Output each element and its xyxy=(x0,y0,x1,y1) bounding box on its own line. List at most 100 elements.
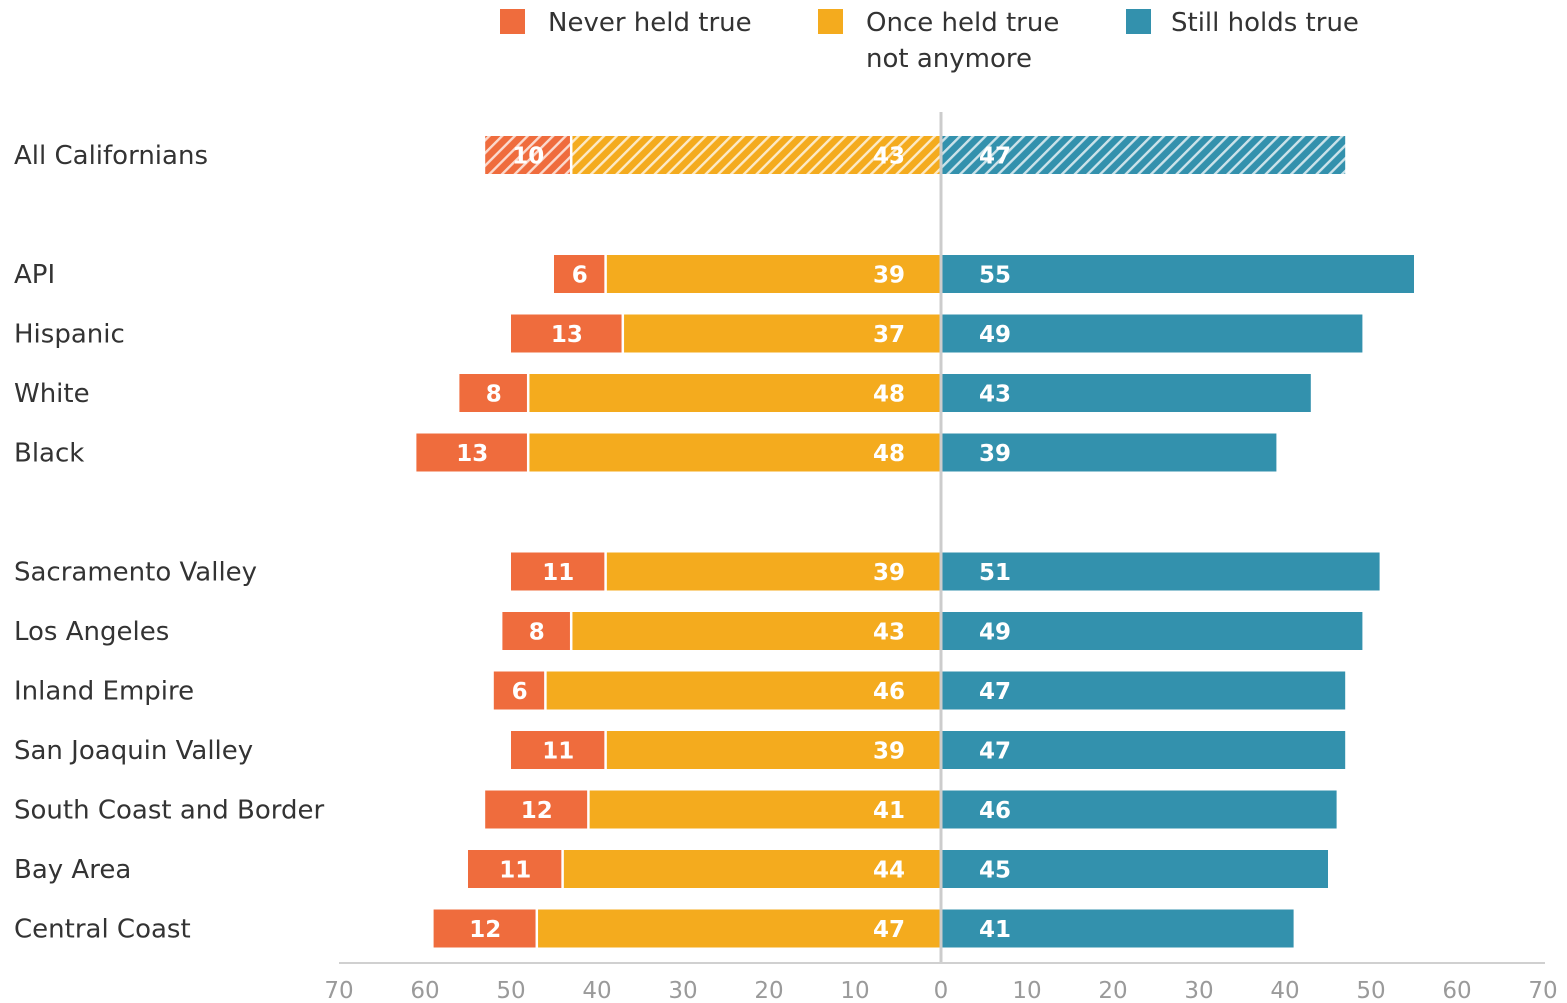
bar-still xyxy=(941,374,1311,412)
value-label-once: 43 xyxy=(873,620,905,646)
x-tick-label: 30 xyxy=(1184,978,1213,1003)
category-label: Inland Empire xyxy=(14,677,194,707)
bar-still xyxy=(941,552,1380,591)
bar-never xyxy=(511,731,606,769)
value-label-still: 47 xyxy=(979,144,1011,170)
value-label-never: 13 xyxy=(551,322,583,348)
x-tick-label: 40 xyxy=(582,978,611,1003)
x-tick-label: 20 xyxy=(754,978,783,1003)
bar-row-black: Black 13 48 39 xyxy=(14,433,1277,472)
value-label-once: 44 xyxy=(873,858,905,884)
value-label-once: 48 xyxy=(873,441,905,467)
value-label-never: 8 xyxy=(486,382,502,408)
legend-label-never: Never held true xyxy=(548,8,752,38)
category-label: Hispanic xyxy=(14,320,125,350)
value-label-still: 55 xyxy=(979,263,1011,289)
x-tick-label: 60 xyxy=(410,978,439,1003)
legend: Never held true Once held true not anymore… xyxy=(500,8,1359,74)
value-label-still: 47 xyxy=(979,739,1011,765)
category-label: Central Coast xyxy=(14,915,191,945)
bar-once xyxy=(528,374,941,412)
value-label-still: 49 xyxy=(979,620,1011,646)
value-label-once: 39 xyxy=(873,739,905,765)
value-label-still: 47 xyxy=(979,679,1011,705)
bar-never xyxy=(493,671,546,710)
x-tick-label: 40 xyxy=(1270,978,1299,1003)
category-label: All Californians xyxy=(14,141,208,171)
category-label: API xyxy=(14,260,55,290)
bar-still xyxy=(941,136,1346,174)
bar-still xyxy=(941,255,1414,293)
category-label: Black xyxy=(14,439,84,469)
x-axis: 70 60 50 40 30 20 10 0 10 20 30 40 50 60 70 xyxy=(324,962,1558,1003)
bar-never xyxy=(485,790,589,829)
bar-never xyxy=(468,850,563,888)
bar-never xyxy=(502,612,572,650)
bar-once xyxy=(588,790,941,829)
bar-once xyxy=(562,850,941,888)
x-tick-label: 20 xyxy=(1098,978,1127,1003)
bar-never xyxy=(433,909,537,948)
category-label: Sacramento Valley xyxy=(14,558,257,588)
value-label-still: 41 xyxy=(979,917,1011,943)
bar-row-inland-empire: Inland Empire 6 46 47 xyxy=(14,671,1346,710)
value-label-never: 11 xyxy=(542,560,574,586)
x-tick-label: 50 xyxy=(496,978,525,1003)
value-label-never: 11 xyxy=(542,739,574,765)
bar-row-all-californians: All Californians 10 43 47 xyxy=(14,136,1346,174)
bar-row-south-coast-and-border: South Coast and Border 12 41 46 xyxy=(14,790,1337,829)
bar-still xyxy=(941,909,1294,948)
bar-once xyxy=(571,612,941,650)
bar-never xyxy=(554,255,606,293)
value-label-never: 8 xyxy=(529,620,545,646)
bar-row-san-joaquin-valley: San Joaquin Valley 11 39 47 xyxy=(14,731,1346,769)
bar-row-hispanic: Hispanic 13 37 49 xyxy=(14,314,1363,353)
value-label-once: 39 xyxy=(873,263,905,289)
legend-swatch-once xyxy=(818,9,843,34)
value-label-still: 51 xyxy=(979,560,1011,586)
value-label-never: 12 xyxy=(521,798,553,824)
category-label: South Coast and Border xyxy=(14,796,324,826)
bar-still xyxy=(941,850,1328,888)
category-label: San Joaquin Valley xyxy=(14,736,253,766)
bar-row-central-coast: Central Coast 12 47 41 xyxy=(14,909,1294,948)
bar-row-sacramento-valley: Sacramento Valley 11 39 51 xyxy=(14,552,1380,591)
bar-still xyxy=(941,314,1363,353)
bar-row-api: API 6 39 55 xyxy=(14,255,1414,293)
value-label-still: 49 xyxy=(979,322,1011,348)
bar-never xyxy=(416,433,529,472)
value-label-still: 46 xyxy=(979,798,1011,824)
value-label-once: 41 xyxy=(873,798,905,824)
bar-once xyxy=(605,552,941,591)
value-label-still: 43 xyxy=(979,382,1011,408)
bar-never xyxy=(511,314,623,353)
value-label-once: 43 xyxy=(873,144,905,170)
x-tick-label: 0 xyxy=(934,978,949,1003)
bar-once xyxy=(605,255,941,293)
bar-once xyxy=(528,433,941,472)
value-label-still: 39 xyxy=(979,441,1011,467)
category-label: White xyxy=(14,379,90,409)
legend-label-once: Once held true xyxy=(866,8,1059,38)
value-label-once: 39 xyxy=(873,560,905,586)
bar-never xyxy=(485,136,572,174)
value-label-never: 11 xyxy=(499,858,531,884)
value-label-never: 10 xyxy=(512,144,544,170)
x-tick-label: 60 xyxy=(1442,978,1471,1003)
legend-swatch-never xyxy=(500,9,525,34)
bar-still xyxy=(941,433,1277,472)
bar-still xyxy=(941,671,1346,710)
bar-row-los-angeles: Los Angeles 8 43 49 xyxy=(14,612,1363,650)
category-label: Bay Area xyxy=(14,855,131,885)
bar-row-white: White 8 48 43 xyxy=(14,374,1311,412)
x-tick-label: 70 xyxy=(324,978,353,1003)
value-label-once: 37 xyxy=(873,322,905,348)
x-tick-label: 50 xyxy=(1356,978,1385,1003)
legend-label-once: not anymore xyxy=(866,44,1032,74)
value-label-still: 45 xyxy=(979,858,1011,884)
bar-never xyxy=(459,374,529,412)
value-label-once: 47 xyxy=(873,917,905,943)
bar-once xyxy=(605,731,941,769)
x-tick-label: 70 xyxy=(1528,978,1557,1003)
